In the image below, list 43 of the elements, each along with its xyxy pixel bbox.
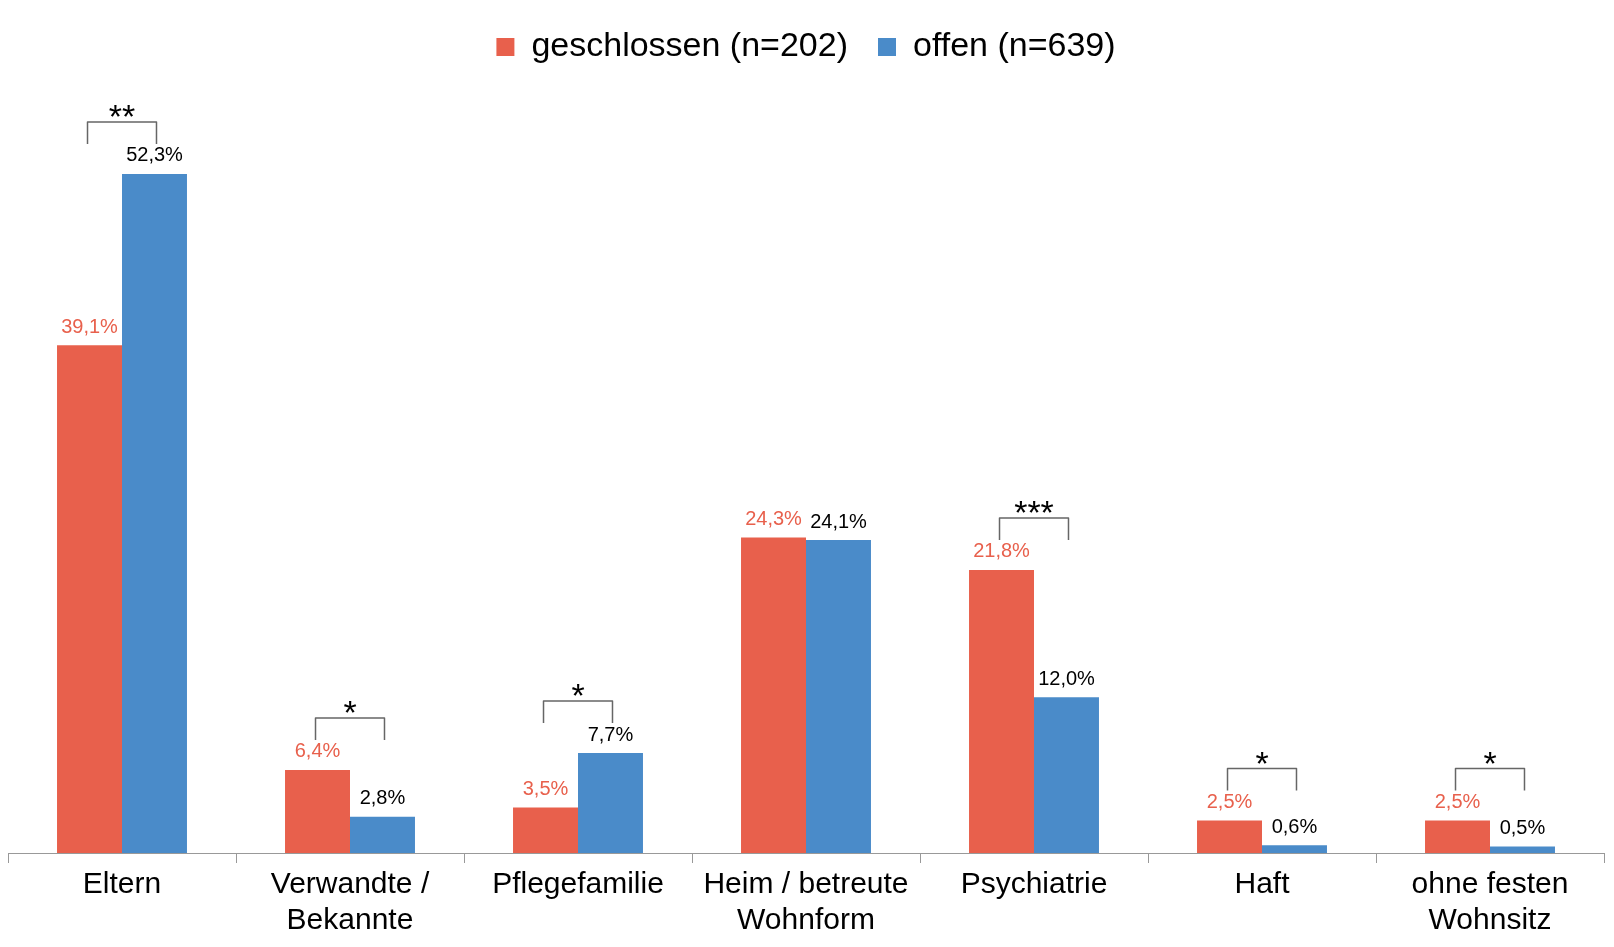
data-label: 24,3%	[745, 507, 803, 530]
bar	[1425, 820, 1490, 853]
legend-label: offen (n=639)	[913, 25, 1116, 64]
bar	[741, 537, 806, 853]
data-label: 2,5%	[1434, 790, 1481, 813]
data-label: 24,1%	[810, 509, 868, 532]
x-tick-label: Heim / betreute Wohnform	[703, 866, 909, 936]
annotation: *	[571, 676, 585, 715]
annotation: **	[108, 96, 136, 135]
annotation: *	[1483, 743, 1497, 782]
bar	[1490, 846, 1555, 853]
x-tick-label: ohne festen Wohnsitz	[1411, 866, 1569, 936]
x-tick-label: Psychiatrie	[960, 866, 1108, 900]
bar	[57, 345, 122, 853]
bar	[285, 769, 350, 853]
bar	[1197, 820, 1262, 853]
data-label: 21,8%	[973, 539, 1031, 562]
x-tick-label: Pflegefamilie	[492, 866, 664, 900]
annotation: *	[343, 692, 357, 731]
data-label: 6,4%	[294, 739, 341, 762]
data-label: 39,1%	[61, 314, 119, 337]
data-label: 3,5%	[522, 777, 569, 800]
data-label: 7,7%	[587, 722, 634, 745]
bar	[513, 807, 578, 853]
bar	[578, 753, 643, 853]
data-label: 52,3%	[126, 143, 184, 166]
x-tick-label: Eltern	[82, 866, 162, 900]
x-tick-label: Verwandte / Bekannte	[270, 866, 430, 936]
bar	[122, 173, 187, 853]
bar	[1034, 697, 1099, 853]
legend-label: geschlossen (n=202)	[531, 25, 848, 64]
bar	[806, 540, 871, 853]
x-tick-label: Haft	[1234, 866, 1291, 900]
bar	[969, 569, 1034, 853]
data-label: 12,0%	[1038, 666, 1096, 689]
data-label: 0,6%	[1271, 814, 1318, 837]
bar	[350, 816, 415, 853]
bar	[1262, 845, 1327, 853]
data-label: 2,8%	[359, 786, 406, 809]
data-label: 0,5%	[1499, 816, 1546, 839]
annotation: *	[1255, 743, 1269, 782]
annotation: ***	[1014, 492, 1054, 531]
data-label: 2,5%	[1206, 790, 1253, 813]
